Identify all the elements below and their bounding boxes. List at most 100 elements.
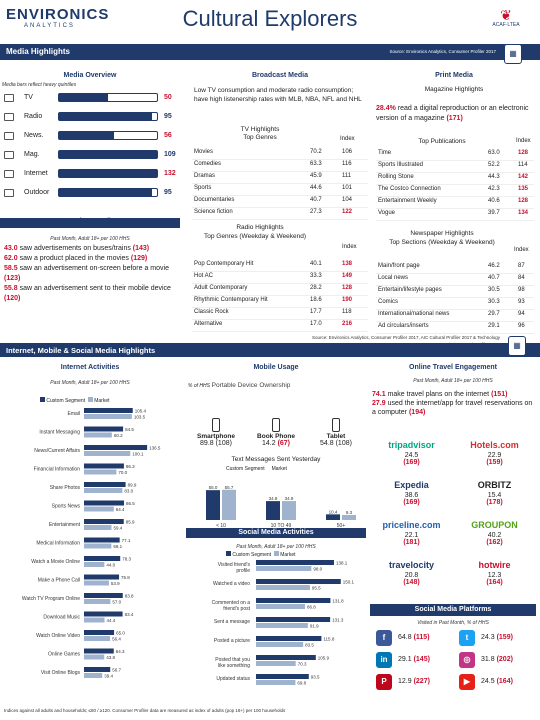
social-bar-market	[256, 680, 296, 685]
travel-brand: Expedia 38.6 (169)	[370, 480, 453, 506]
texts-bar-segment	[266, 501, 280, 520]
internet-value-market: 59.1	[113, 544, 122, 549]
radio-index-hdr: Index	[342, 244, 357, 250]
news-row: Local news 40.7 84	[376, 274, 534, 286]
internet-label: Watch TV Program Online	[22, 596, 80, 602]
radio-row: Pop Contemporary Hit 40.1 138	[192, 260, 368, 272]
calendar-icon: ▦	[504, 44, 522, 64]
media-label: Outdoor	[24, 189, 50, 196]
internet-value-market: 100.1	[132, 452, 144, 457]
social-value-segment: 93.5	[311, 675, 320, 680]
internet-value-market: 43.8	[106, 655, 115, 660]
internet-bar-market	[84, 506, 114, 512]
internet-bar-market	[84, 673, 103, 678]
youtube-icon: ▶	[459, 674, 475, 690]
media-index: 56	[164, 132, 172, 139]
texts-legend: Custom Segment Market	[226, 466, 287, 472]
internet-bar-segment	[84, 556, 121, 561]
social-value-segment: 131.8	[332, 599, 344, 604]
radio-row: Alternative 17.0 216	[192, 320, 368, 332]
brand-logo-6: travelocity	[388, 560, 435, 570]
brand-name: ENVIRONICS	[6, 6, 110, 23]
device-0: Smartphone 89.8 (108)	[186, 418, 246, 447]
linkedin-icon: in	[376, 652, 392, 668]
media-overview-title: Media Overview	[63, 72, 117, 79]
tablet-icon	[332, 418, 340, 432]
internet-label: Visit Online Blogs	[41, 670, 81, 676]
tv-row: Sports 44.6 101	[192, 184, 368, 196]
pub-row: Time 63.0 128	[376, 149, 534, 161]
brand-logo-3: ORBITZ	[477, 480, 512, 490]
internet-value-segment: 105.4	[135, 409, 147, 414]
texts-category: 10 TO 49	[271, 523, 292, 528]
internet-value-segment: 84.5	[125, 427, 134, 432]
media-bar-fill	[59, 151, 157, 158]
social-bar-market	[256, 566, 312, 571]
radio-title: Radio Highlights	[236, 224, 284, 231]
social-value-market: 98.0	[313, 567, 322, 572]
magazine-icon	[4, 151, 14, 159]
travel-brand: tripadvisor 24.5 (169)	[370, 440, 453, 466]
internet-bar-segment	[84, 574, 120, 580]
internet-label: Email	[67, 411, 80, 417]
brand-logo-2: Expedia	[394, 480, 429, 490]
tv-row: Comedies 63.3 116	[192, 160, 368, 172]
outdoor-line: 43.0 saw advertisements on buses/trains …	[4, 245, 150, 252]
radio-row: Rhythmic Contemporary Hit 18.6 190	[192, 296, 368, 308]
print-sub: Magazine Highlights	[424, 86, 484, 93]
brand-logo-4: priceline.com	[382, 520, 441, 530]
pub-row: Entertainment Weekly 40.6 128	[376, 197, 534, 209]
internet-bar-market	[84, 636, 111, 641]
outdoor-sub: Past Month, Adult 18+ per 100 HHS	[50, 236, 130, 242]
social-value-market: 95.5	[312, 586, 321, 591]
travel-brand: GROUPON 40.2 (162)	[453, 520, 536, 546]
media-label: News.	[24, 132, 44, 139]
platform: in 29.1 (145)	[376, 652, 456, 668]
social-label: Updated status	[216, 676, 250, 682]
brand-logo: ENVIRONICS ANALYTICS	[6, 6, 126, 29]
internet-activities: Internet Activities Past Month, Adult 18…	[0, 364, 180, 694]
acaf-logo: ❦ ACAF·LTEA	[478, 8, 534, 28]
radio-icon	[4, 113, 14, 121]
maple-leaf-icon: ❦	[500, 7, 512, 23]
texts-value-market: 9.3	[346, 510, 353, 515]
pub-row: Rolling Stone 44.3 142	[376, 173, 534, 185]
online-travel: Online Travel Engagement Past Month, Adu…	[370, 364, 536, 600]
media-label: Radio	[24, 113, 43, 120]
internet-bar-market	[84, 525, 112, 530]
internet-label: Financial Information	[34, 467, 81, 473]
media-bar-fill	[59, 132, 114, 139]
social-label: Posted a picture	[214, 638, 250, 644]
texts-chart: 55.0 55.7 < 10 34.8 34.9 10 TO 49 10.4 9.3 50+	[206, 485, 356, 528]
media-bar	[58, 150, 158, 159]
travel-brand: priceline.com 22.1 (181)	[370, 520, 453, 546]
social-value-market: 70.3	[298, 662, 307, 667]
internet-bar-segment	[84, 426, 124, 432]
internet-label: Share Photos	[50, 485, 81, 491]
texts-bar-segment	[326, 514, 340, 520]
travel-brand: hotwire 12.3 (164)	[453, 560, 536, 586]
pub-row: Vogue 39.7 134	[376, 209, 534, 221]
brand-logo-7: hotwire	[478, 560, 511, 570]
internet-bar-segment	[84, 463, 124, 469]
social-label: Visited friend's profile	[218, 562, 251, 574]
brand-logo-0: tripadvisor	[388, 440, 435, 450]
travel-brand: ORBITZ 15.4 (178)	[453, 480, 536, 506]
internet-value-segment: 83.8	[125, 594, 134, 599]
internet-value-market: 39.4	[104, 674, 113, 679]
internet-value-market: 103.5	[134, 415, 146, 420]
band-title: Media Highlights	[6, 47, 70, 56]
social-activities: Social Media Activities Past Month, Adul…	[186, 528, 366, 698]
internet-bar-market	[84, 599, 111, 604]
pub-index-hdr: Index	[516, 138, 531, 144]
internet-bar-segment	[84, 408, 133, 413]
internet-value-segment: 64.3	[116, 649, 125, 654]
tv-row: Dramas 45.9 111	[192, 172, 368, 184]
internet-icon	[4, 170, 14, 178]
internet-value-market: 56.4	[112, 637, 121, 642]
internet-bar-market	[84, 543, 112, 549]
media-label: Internet	[24, 170, 48, 177]
media-bar-fill	[59, 189, 153, 196]
outdoor-line: 58.5 saw an advertisement on-screen befo…	[4, 265, 169, 282]
